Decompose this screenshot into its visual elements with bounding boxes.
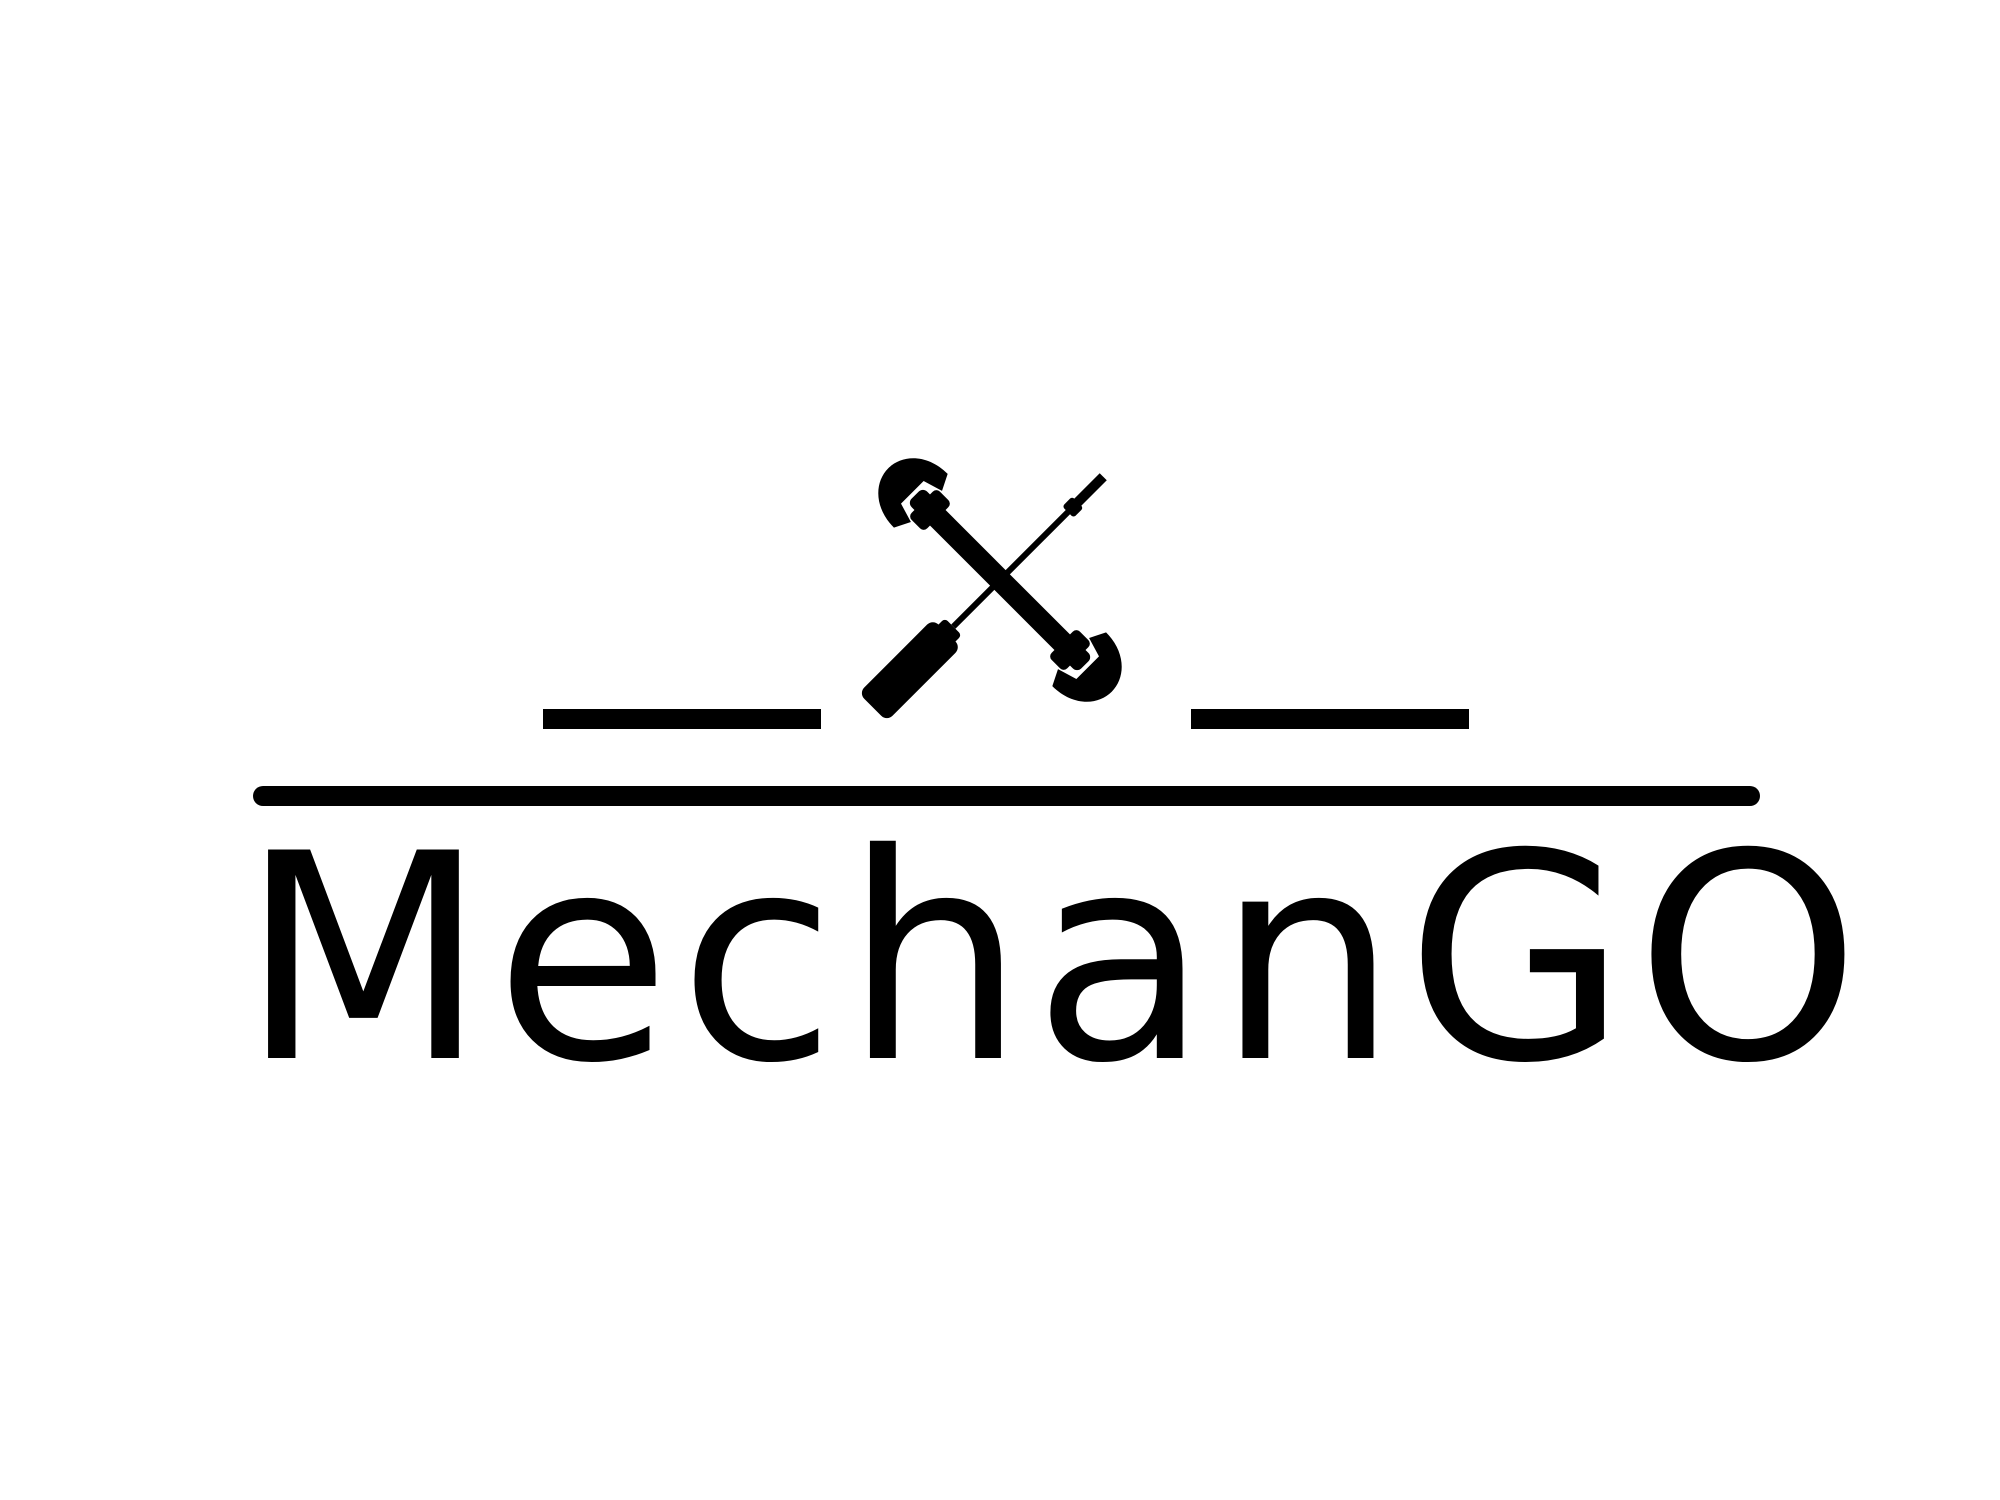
left-accent-bar	[543, 709, 821, 729]
right-accent-bar	[1191, 709, 1469, 729]
divider-line	[253, 786, 1760, 806]
brand-name: MechanGO	[240, 794, 1869, 1126]
tools-emblem	[861, 458, 1122, 719]
wrench-icon	[878, 458, 1122, 702]
screwdriver-icon	[861, 473, 1107, 719]
